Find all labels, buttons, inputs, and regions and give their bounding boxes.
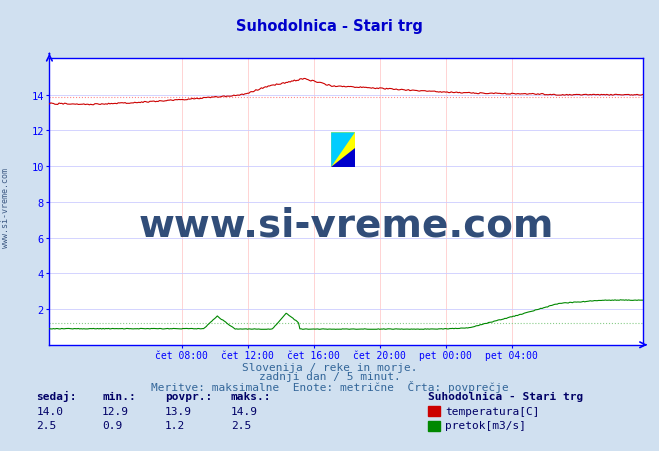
- Text: 12.9: 12.9: [102, 406, 129, 416]
- Text: Slovenija / reke in morje.: Slovenija / reke in morje.: [242, 362, 417, 372]
- Text: temperatura[C]: temperatura[C]: [445, 406, 540, 416]
- Text: 14.9: 14.9: [231, 406, 258, 416]
- Text: 14.0: 14.0: [36, 406, 63, 416]
- Text: 0.9: 0.9: [102, 420, 123, 430]
- Text: Suhodolnica - Stari trg: Suhodolnica - Stari trg: [428, 391, 584, 401]
- Text: min.:: min.:: [102, 391, 136, 401]
- Text: Suhodolnica - Stari trg: Suhodolnica - Stari trg: [236, 19, 423, 34]
- Text: sedaj:: sedaj:: [36, 390, 76, 401]
- Text: www.si-vreme.com: www.si-vreme.com: [138, 206, 554, 244]
- Text: 13.9: 13.9: [165, 406, 192, 416]
- Text: Meritve: maksimalne  Enote: metrične  Črta: povprečje: Meritve: maksimalne Enote: metrične Črta…: [151, 380, 508, 392]
- Polygon shape: [331, 148, 355, 167]
- Text: 2.5: 2.5: [36, 420, 57, 430]
- Text: pretok[m3/s]: pretok[m3/s]: [445, 420, 527, 430]
- Text: 2.5: 2.5: [231, 420, 251, 430]
- Text: zadnji dan / 5 minut.: zadnji dan / 5 minut.: [258, 371, 401, 381]
- Text: povpr.:: povpr.:: [165, 391, 212, 401]
- Bar: [331, 133, 355, 167]
- Text: 1.2: 1.2: [165, 420, 185, 430]
- Text: www.si-vreme.com: www.si-vreme.com: [1, 168, 10, 247]
- Polygon shape: [331, 133, 355, 167]
- Text: maks.:: maks.:: [231, 391, 271, 401]
